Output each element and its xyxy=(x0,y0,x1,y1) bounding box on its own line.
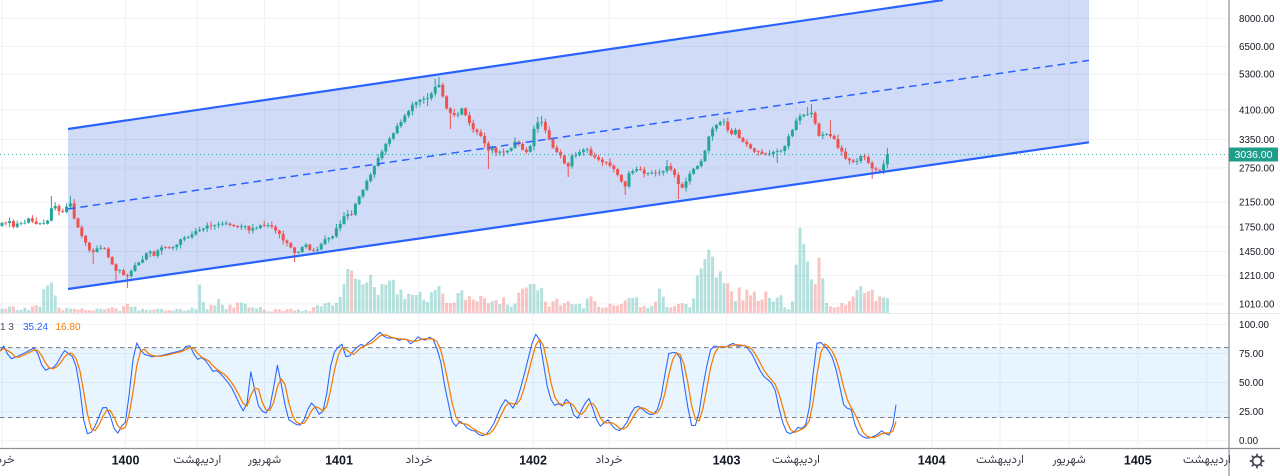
svg-text:1400: 1400 xyxy=(112,454,140,468)
svg-text:1 3: 1 3 xyxy=(0,322,14,333)
svg-text:8000.00: 8000.00 xyxy=(1239,14,1275,25)
svg-text:1750.00: 1750.00 xyxy=(1239,223,1275,234)
svg-text:1404: 1404 xyxy=(918,454,946,468)
svg-text:75.00: 75.00 xyxy=(1239,349,1264,360)
svg-text:25.00: 25.00 xyxy=(1239,407,1264,418)
svg-text:6500.00: 6500.00 xyxy=(1239,42,1275,53)
svg-text:1010.00: 1010.00 xyxy=(1239,300,1275,311)
svg-text:1401: 1401 xyxy=(325,454,353,468)
svg-text:1403: 1403 xyxy=(713,454,741,468)
svg-text:1402: 1402 xyxy=(519,454,547,468)
svg-text:2150.00: 2150.00 xyxy=(1239,198,1275,209)
svg-text:1450.00: 1450.00 xyxy=(1239,247,1275,258)
svg-text:100.00: 100.00 xyxy=(1239,320,1270,331)
svg-text:4100.00: 4100.00 xyxy=(1239,106,1275,117)
svg-text:2750.00: 2750.00 xyxy=(1239,164,1275,175)
svg-text:3036.00: 3036.00 xyxy=(1235,149,1273,161)
svg-text:50.00: 50.00 xyxy=(1239,378,1264,389)
svg-text:16.80: 16.80 xyxy=(56,322,81,333)
svg-text:35.24: 35.24 xyxy=(23,322,48,333)
svg-text:1210.00: 1210.00 xyxy=(1239,271,1275,282)
svg-text:5300.00: 5300.00 xyxy=(1239,70,1275,81)
svg-text:1405: 1405 xyxy=(1124,454,1152,468)
svg-text:3350.00: 3350.00 xyxy=(1239,135,1275,146)
svg-text:0.00: 0.00 xyxy=(1239,436,1259,447)
